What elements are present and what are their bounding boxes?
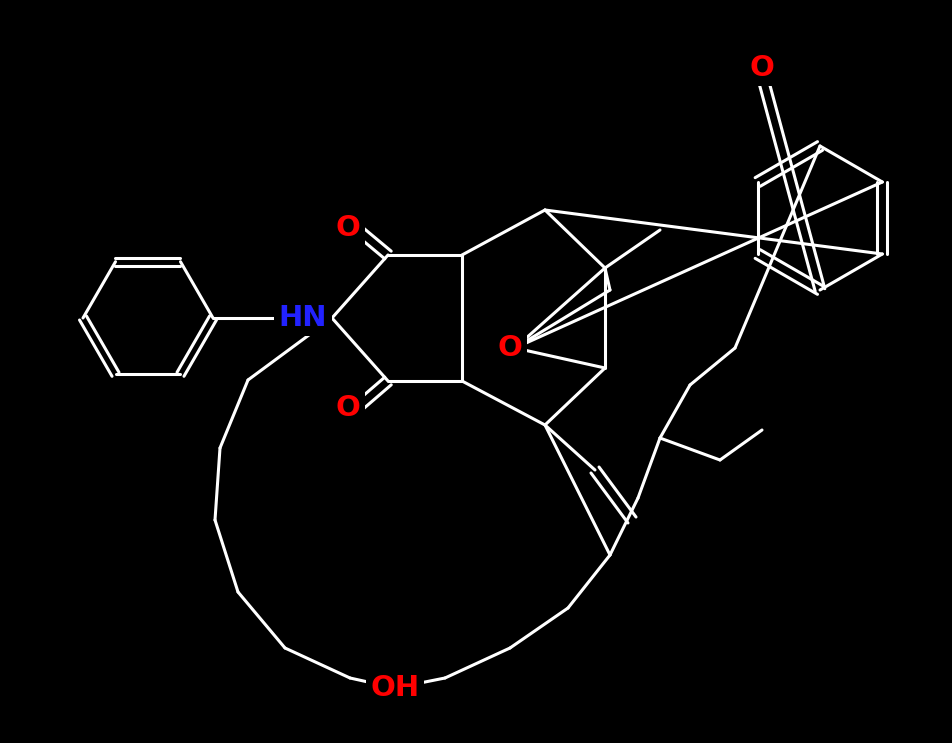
Text: O: O	[335, 214, 360, 242]
Text: O: O	[335, 394, 360, 422]
Text: O: O	[497, 334, 522, 362]
Text: O: O	[749, 54, 774, 82]
Text: OH: OH	[370, 674, 419, 702]
Text: HN: HN	[278, 304, 327, 332]
